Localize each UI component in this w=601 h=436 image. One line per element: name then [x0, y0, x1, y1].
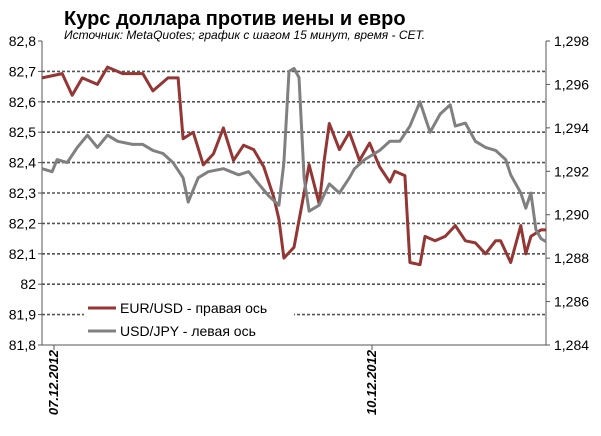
left-tick-label: 81,8: [9, 337, 36, 353]
right-tick-label: 1,290: [554, 207, 589, 223]
left-tick-label: 82,7: [9, 63, 36, 79]
right-tick-label: 1,288: [554, 250, 589, 266]
right-axis-ticks: 1,298 1,296 1,294 1,292 1,290 1,288 1,286 1,284: [546, 33, 589, 353]
right-tick-label: 1,294: [554, 120, 589, 136]
x-tick-label: 10.12.2012: [364, 349, 379, 415]
right-tick-label: 1,292: [554, 163, 589, 179]
left-tick-label: 82,3: [9, 185, 36, 201]
chart-title: Курс доллара против иены и евро: [64, 8, 406, 30]
left-tick-label: 82: [20, 276, 36, 292]
series-lines: [41, 65, 547, 267]
left-tick-label: 82,2: [9, 215, 36, 231]
series-line-usdjpy: [41, 66, 547, 243]
left-tick-label: 82,8: [9, 33, 36, 49]
left-tick-label: 81,9: [9, 307, 36, 323]
left-tick-label: 82,6: [9, 94, 36, 110]
legend-background: [84, 321, 294, 341]
right-tick-label: 1,298: [554, 33, 589, 49]
right-tick-label: 1,296: [554, 76, 589, 92]
left-tick-label: 82,1: [9, 246, 36, 262]
legend-background: [84, 298, 294, 318]
chart-subtitle: Источник: MetaQuotes; график с шагом 15 …: [64, 28, 425, 42]
series-line-eurusd: [41, 65, 546, 267]
x-tick-label: 07.12.2012: [46, 349, 61, 415]
legend-label: EUR/USD - правая ось: [120, 300, 267, 316]
left-tick-label: 82,4: [9, 155, 36, 171]
left-tick-label: 82,5: [9, 124, 36, 140]
right-tick-label: 1,286: [554, 294, 589, 310]
legend: EUR/USD - правая ось USD/JPY - левая ось: [84, 298, 294, 341]
right-tick-label: 1,284: [554, 337, 589, 353]
legend-label: USD/JPY - левая ось: [120, 323, 256, 339]
x-axis-ticks: 07.12.2012 10.12.2012: [46, 345, 379, 415]
left-axis-ticks: 82,8 82,7 82,6 82,5 82,4 82,3 82,2 82,1 82 81,9 81…: [9, 33, 42, 353]
gridlines: [42, 70, 546, 316]
